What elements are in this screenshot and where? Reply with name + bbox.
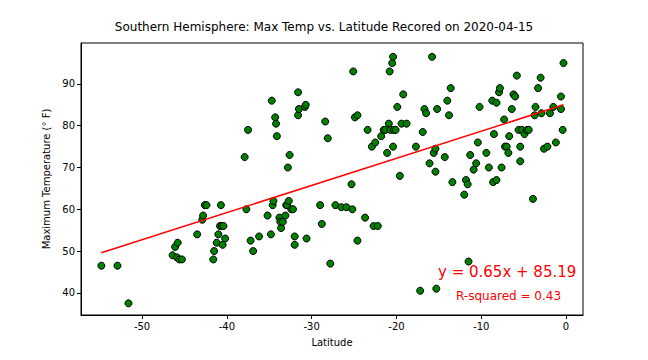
svg-text:-30: -30 <box>303 321 319 332</box>
svg-text:Southern Hemisphere: Max Temp: Southern Hemisphere: Max Temp vs. Latitu… <box>115 20 533 34</box>
svg-text:80: 80 <box>62 120 75 131</box>
svg-text:40: 40 <box>62 287 75 298</box>
svg-text:y = 0.65x + 85.19: y = 0.65x + 85.19 <box>438 263 576 281</box>
svg-text:-50: -50 <box>134 321 150 332</box>
svg-text:Latitude: Latitude <box>311 337 352 348</box>
svg-text:-20: -20 <box>388 321 404 332</box>
svg-text:-40: -40 <box>219 321 235 332</box>
svg-text:0: 0 <box>563 321 569 332</box>
svg-text:60: 60 <box>62 204 75 215</box>
svg-text:50: 50 <box>62 246 75 257</box>
svg-text:70: 70 <box>62 162 75 173</box>
svg-text:-10: -10 <box>473 321 489 332</box>
svg-text:Maximum Temperature (° F): Maximum Temperature (° F) <box>41 109 52 250</box>
svg-text:R-squared = 0.43: R-squared = 0.43 <box>456 289 561 303</box>
svg-text:90: 90 <box>62 78 75 89</box>
